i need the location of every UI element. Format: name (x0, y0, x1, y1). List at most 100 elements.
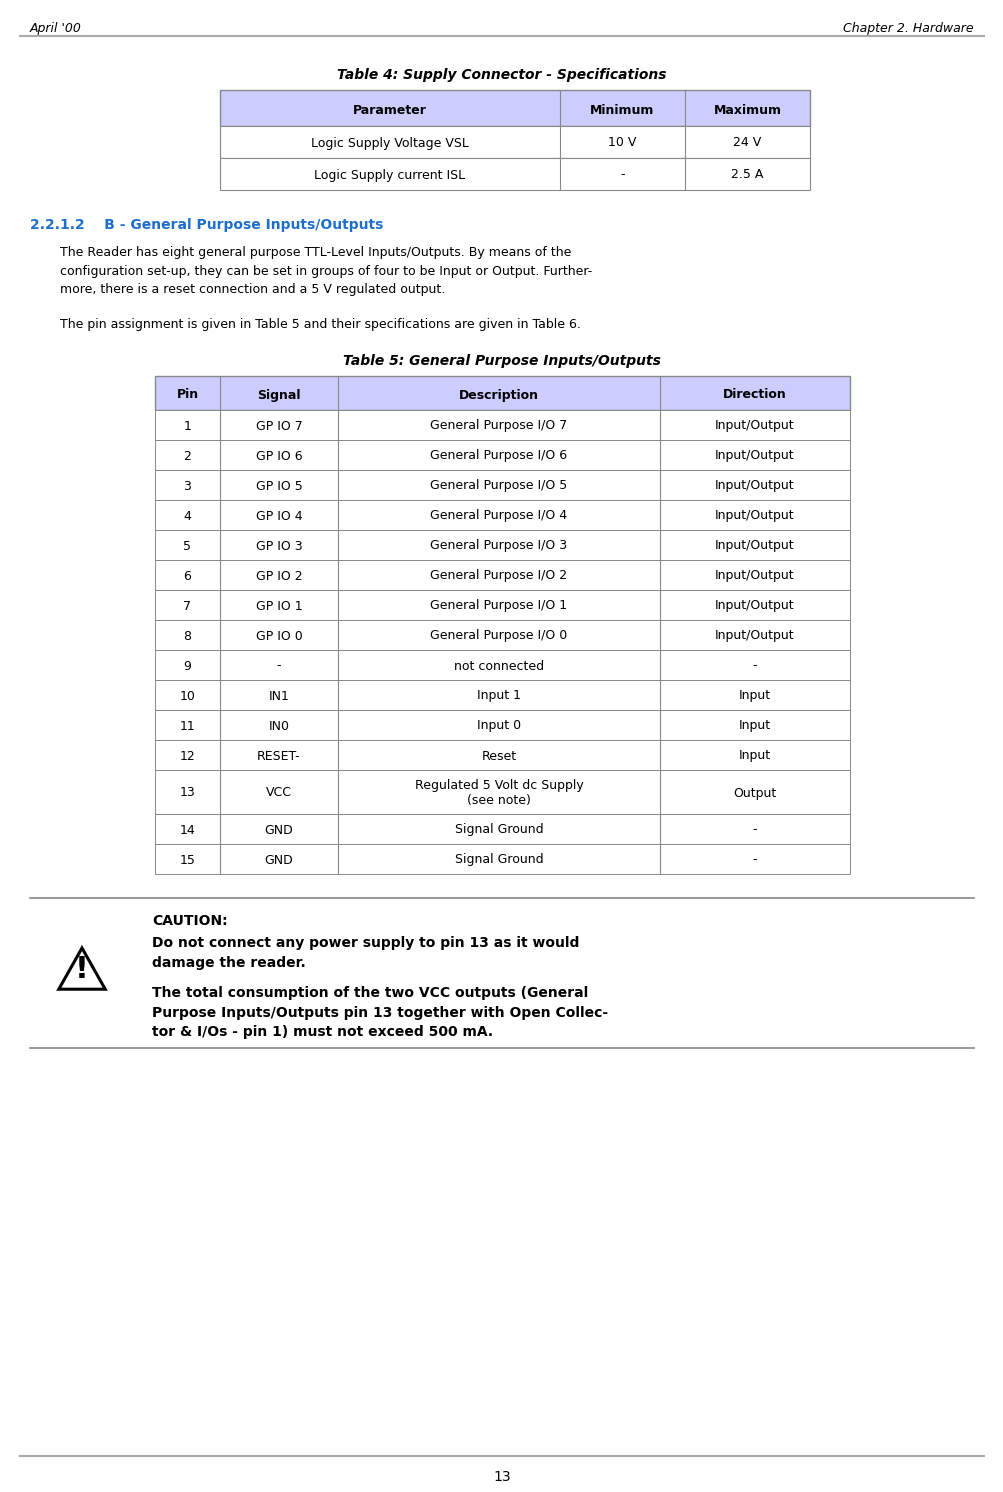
Text: GND: GND (265, 824, 293, 837)
Text: GP IO 2: GP IO 2 (256, 570, 302, 582)
Text: Table 4: Supply Connector - Specifications: Table 4: Supply Connector - Specificatio… (337, 69, 666, 82)
Text: Table 5: General Purpose Inputs/Outputs: Table 5: General Purpose Inputs/Outputs (343, 354, 660, 369)
Text: 13: 13 (180, 786, 196, 800)
Text: Input/Output: Input/Output (714, 419, 794, 433)
Text: Logic Supply current ISL: Logic Supply current ISL (314, 169, 465, 182)
Text: Direction: Direction (722, 388, 786, 401)
Bar (154, 589, 850, 621)
Text: The pin assignment is given in Table 5 and their specifications are given in Tab: The pin assignment is given in Table 5 a… (60, 318, 581, 331)
Text: RESET-: RESET- (257, 749, 301, 762)
Bar (220, 90, 809, 125)
Text: IN1: IN1 (268, 689, 289, 703)
Text: GP IO 7: GP IO 7 (256, 419, 302, 433)
Text: The total consumption of the two VCC outputs (General
Purpose Inputs/Outputs pin: The total consumption of the two VCC out… (151, 986, 608, 1038)
Text: General Purpose I/O 5: General Purpose I/O 5 (430, 479, 567, 492)
Text: Chapter 2. Hardware: Chapter 2. Hardware (843, 22, 973, 34)
Bar (154, 440, 850, 470)
Bar (154, 530, 850, 560)
Bar (220, 125, 809, 158)
Text: 6: 6 (184, 570, 192, 582)
Text: Signal Ground: Signal Ground (454, 824, 543, 837)
Text: April '00: April '00 (30, 22, 82, 34)
Bar (154, 621, 850, 651)
Text: -: - (752, 853, 756, 867)
Text: Input 0: Input 0 (476, 719, 521, 733)
Text: Pin: Pin (177, 388, 199, 401)
Text: 2.2.1.2    B - General Purpose Inputs/Outputs: 2.2.1.2 B - General Purpose Inputs/Outpu… (30, 218, 383, 231)
Bar (154, 376, 850, 410)
Bar (154, 560, 850, 589)
Text: General Purpose I/O 7: General Purpose I/O 7 (430, 419, 567, 433)
Text: !: ! (75, 955, 89, 985)
Text: Input: Input (738, 749, 770, 762)
Text: Logic Supply Voltage VSL: Logic Supply Voltage VSL (311, 136, 468, 149)
Text: 24 V: 24 V (732, 136, 761, 149)
Text: Do not connect any power supply to pin 13 as it would
damage the reader.: Do not connect any power supply to pin 1… (151, 935, 579, 970)
Text: Input/Output: Input/Output (714, 600, 794, 613)
Bar (154, 470, 850, 500)
Bar (154, 770, 850, 815)
Text: Regulated 5 Volt dc Supply
(see note): Regulated 5 Volt dc Supply (see note) (414, 779, 583, 807)
Bar (154, 844, 850, 874)
Text: Signal: Signal (257, 388, 301, 401)
Text: Maximum: Maximum (713, 103, 780, 116)
Text: -: - (620, 169, 624, 182)
Text: VCC: VCC (266, 786, 292, 800)
Text: not connected: not connected (453, 659, 544, 673)
Bar (154, 815, 850, 844)
Text: 10 V: 10 V (608, 136, 636, 149)
Text: 2.5 A: 2.5 A (730, 169, 763, 182)
Text: Input: Input (738, 689, 770, 703)
Bar (220, 158, 809, 189)
Text: 4: 4 (184, 509, 192, 522)
Text: Input/Output: Input/Output (714, 570, 794, 582)
Text: General Purpose I/O 0: General Purpose I/O 0 (430, 630, 567, 643)
Text: Parameter: Parameter (353, 103, 426, 116)
Text: 11: 11 (180, 719, 196, 733)
Text: Input/Output: Input/Output (714, 479, 794, 492)
Text: 9: 9 (184, 659, 192, 673)
Text: Input: Input (738, 719, 770, 733)
Text: IN0: IN0 (268, 719, 289, 733)
Text: Input/Output: Input/Output (714, 449, 794, 463)
Text: Input 1: Input 1 (476, 689, 521, 703)
Text: GP IO 5: GP IO 5 (256, 479, 302, 492)
Bar (154, 740, 850, 770)
Text: Input/Output: Input/Output (714, 630, 794, 643)
Text: GP IO 3: GP IO 3 (256, 540, 302, 552)
Text: Description: Description (458, 388, 539, 401)
Text: General Purpose I/O 1: General Purpose I/O 1 (430, 600, 567, 613)
Text: Signal Ground: Signal Ground (454, 853, 543, 867)
Bar (154, 500, 850, 530)
Text: GND: GND (265, 853, 293, 867)
Text: -: - (752, 659, 756, 673)
Text: Input/Output: Input/Output (714, 509, 794, 522)
Text: General Purpose I/O 2: General Purpose I/O 2 (430, 570, 567, 582)
Text: -: - (752, 824, 756, 837)
Text: 5: 5 (184, 540, 192, 552)
Text: GP IO 0: GP IO 0 (256, 630, 302, 643)
Bar (154, 651, 850, 680)
Bar (154, 710, 850, 740)
Text: 8: 8 (184, 630, 192, 643)
Text: General Purpose I/O 6: General Purpose I/O 6 (430, 449, 567, 463)
Text: 10: 10 (180, 689, 196, 703)
Text: 12: 12 (180, 749, 196, 762)
Text: GP IO 6: GP IO 6 (256, 449, 302, 463)
Text: CAUTION:: CAUTION: (151, 915, 228, 928)
Text: 3: 3 (184, 479, 192, 492)
Text: 13: 13 (492, 1470, 511, 1485)
Text: Minimum: Minimum (590, 103, 654, 116)
Text: 15: 15 (180, 853, 196, 867)
Text: 2: 2 (184, 449, 192, 463)
Bar (154, 680, 850, 710)
Text: The Reader has eight general purpose TTL-Level Inputs/Outputs. By means of the
c: The Reader has eight general purpose TTL… (60, 246, 592, 295)
Text: 7: 7 (184, 600, 192, 613)
Polygon shape (59, 947, 105, 989)
Text: 1: 1 (184, 419, 192, 433)
Text: General Purpose I/O 4: General Purpose I/O 4 (430, 509, 567, 522)
Text: -: - (277, 659, 281, 673)
Bar (154, 410, 850, 440)
Text: Input/Output: Input/Output (714, 540, 794, 552)
Text: GP IO 1: GP IO 1 (256, 600, 302, 613)
